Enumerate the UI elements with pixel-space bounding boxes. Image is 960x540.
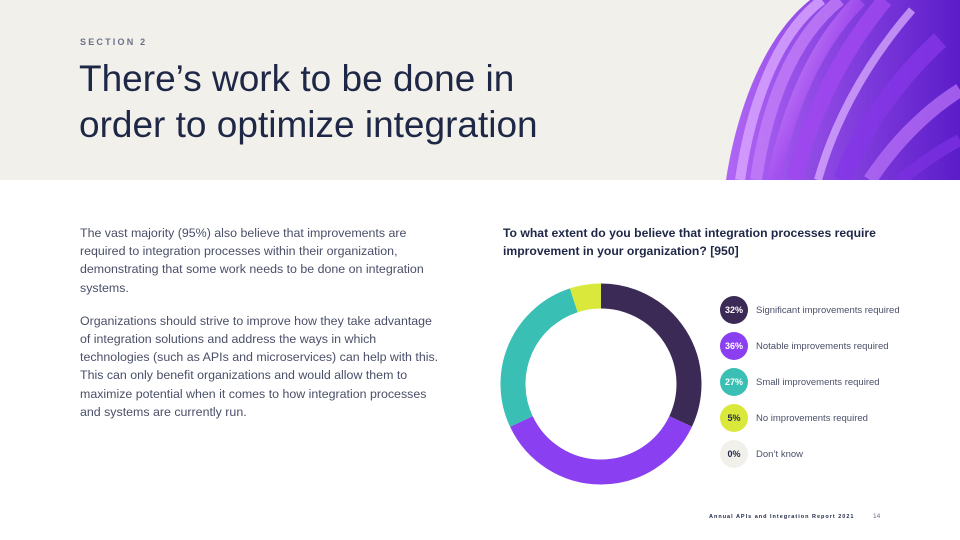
body-paragraph-2: Organizations should strive to improve h… [80,313,439,419]
legend-item: 5% No improvements required [720,404,940,432]
legend-item: 27% Small improvements required [720,368,940,396]
legend-label: Notable improvements required [756,340,889,352]
decorative-wave-graphic [726,0,960,180]
legend-item: 32% Significant improvements required [720,296,940,324]
legend-label: No improvements required [756,412,868,424]
section-label: SECTION 2 [80,37,148,47]
legend-value-badge: 0% [720,440,748,468]
legend-value-badge: 5% [720,404,748,432]
legend-value-badge: 32% [720,296,748,324]
donut-slice [500,288,579,427]
page-title: There’s work to be done in order to opti… [79,58,538,145]
donut-slice [600,283,702,427]
body-text: The vast majority (95%) also believe tha… [80,224,442,436]
donut-slice [510,415,692,485]
chart-title: To what extent do you believe that integ… [503,226,876,258]
footer-report-name: Annual APIs and Integration Report 2021 [709,514,855,520]
legend-item: 0% Don’t know [720,440,940,468]
legend-label: Small improvements required [756,376,880,388]
body-paragraph-1: The vast majority (95%) also believe tha… [80,226,424,295]
donut-chart [500,283,702,485]
legend-label: Significant improvements required [756,304,900,316]
legend-value-badge: 36% [720,332,748,360]
legend-item: 36% Notable improvements required [720,332,940,360]
legend-value-badge: 27% [720,368,748,396]
header-banner: SECTION 2 There’s work to be done in ord… [0,0,960,180]
page-number: 14 [873,513,881,520]
legend-label: Don’t know [756,448,803,460]
donut-slice [569,283,602,313]
